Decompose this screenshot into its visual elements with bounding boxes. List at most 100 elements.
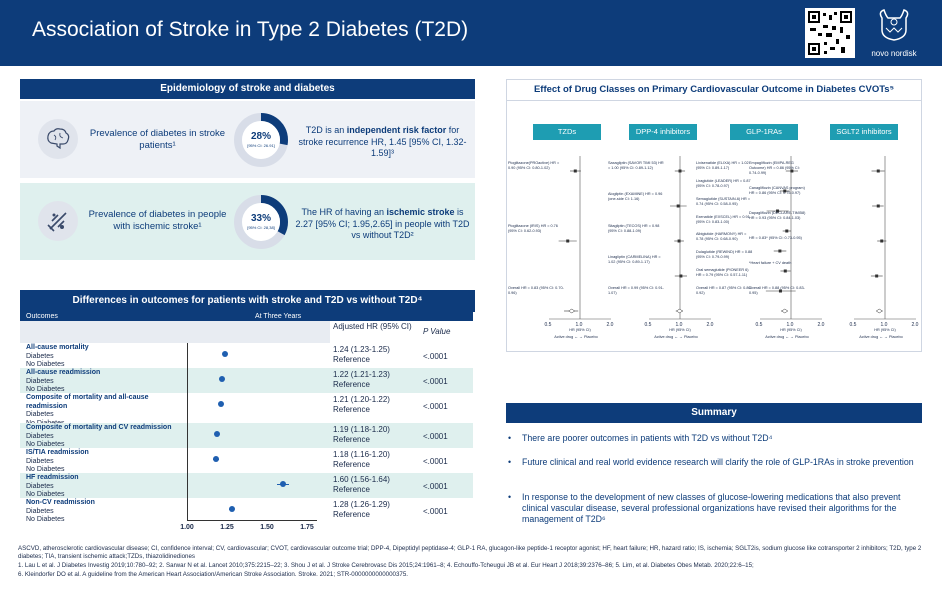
epi-label-1: Prevalence of diabetes in stroke patient… [89, 128, 226, 151]
cvot-study-label: Sitagliptin (TECOS) HR = 0.98 (95% CI: 0… [608, 223, 660, 233]
tab-sglt2[interactable]: SGLT2 inhibitors [830, 124, 898, 140]
cvot-axis-label: HR (95% CI) [874, 328, 896, 332]
cvot-study-label: HR = 0.83* (95% CI: 0.73-0.95) [749, 236, 802, 240]
row-label: Non-CV readmission Diabetes No Diabetes [26, 499, 95, 523]
cvot-overall-diamond [875, 308, 883, 314]
cvot-point [776, 209, 780, 213]
cvot-tick-label: 0.5 [755, 322, 763, 328]
cvot-point [778, 289, 782, 293]
col-adjusted-hr: Adjusted HR (95% CI) [333, 322, 412, 331]
cvot-point [876, 204, 880, 208]
col-outcomes: Outcomes [26, 313, 58, 320]
table-header-bar [20, 312, 473, 321]
cvot-point [676, 204, 680, 208]
cvot-study-label: Alogliptin (EXAMINE) HR = 0.96 (one-side… [608, 192, 663, 202]
hr-point [214, 431, 221, 437]
microbe-icon [38, 201, 78, 241]
cvot-tick-label: 1.0 [675, 322, 683, 328]
cvot-study-label: Overall HR = 0.99 (95% CI: 0.91-1.07) [608, 286, 664, 295]
cvot-tick-label: 2.0 [706, 322, 714, 328]
table-row: Non-CV readmission Diabetes No Diabetes 1.2… [20, 498, 473, 523]
row-p: <.0001 [423, 507, 448, 516]
cvot-panel-title: Effect of Drug Classes on Primary Cardio… [506, 79, 922, 101]
cvot-point [783, 269, 787, 273]
cvot-panel [506, 100, 922, 352]
tab-dpp4[interactable]: DPP-4 inhibitors [629, 124, 697, 140]
cvot-tick-label: 2.0 [606, 322, 614, 328]
row-p: <.0001 [423, 352, 448, 361]
cvot-point [573, 169, 577, 173]
cvot-study-label: Linagliptin (CARMELINA) HR = 1.02 (95% C… [608, 254, 661, 264]
donut-chart-28 [234, 113, 288, 167]
cvot-tick-label: 2.0 [817, 322, 825, 328]
axis-tick-label: 1.00 [180, 524, 194, 531]
row-p: <.0001 [423, 377, 448, 386]
footer-abbreviations: ASCVD, atherosclerotic cardiovascular di… [18, 545, 922, 560]
table-row: IS/TIA readmission Diabetes No Diabetes 1.1… [20, 448, 473, 473]
cvot-point [875, 274, 879, 278]
footer-refs-1: 1. Lau L et al. J Diabetes Investig 2019… [18, 562, 754, 569]
page-title: Association of Stroke in Type 2 Diabetes… [32, 18, 469, 41]
row-label: HF readmission Diabetes No Diabetes [26, 474, 79, 498]
donut-value-1: 28% [250, 131, 271, 142]
brain-icon [38, 119, 78, 159]
forest-x-axis [187, 520, 317, 521]
col-p-value: P Value [423, 327, 451, 336]
cvot-study-label: Semaglutide (SUSTAIN-6) HR = 0.74 (95% C… [696, 196, 751, 206]
donut-ci-2: [95% CI: 28,38] [247, 225, 275, 230]
forest-ref-line [187, 343, 188, 520]
row-hr: 1.24 (1.23-1.25) Reference [333, 345, 390, 364]
hr-point [222, 351, 229, 357]
tab-tzds[interactable]: TZDs [533, 124, 601, 140]
cvot-point [677, 239, 681, 243]
row-label: Composite of mortality and CV readmissio… [26, 424, 172, 448]
hr-point [219, 376, 226, 382]
cvot-point [876, 169, 880, 173]
row-hr: 1.60 (1.56-1.64) Reference [333, 475, 390, 494]
cvot-legend: Active drug ← → Placebo [654, 335, 698, 339]
epi-row-1: Prevalence of diabetes in stroke patient… [20, 101, 475, 178]
tab-glp1ras[interactable]: GLP-1RAs [730, 124, 798, 140]
cvot-study-label: Exenatide (EXSCEL) HR = 0.91 (95% CI: 0.… [696, 214, 750, 224]
cvot-study-label: Albiglutide (HARMONY) HR = 0.78 (95% CI:… [696, 232, 747, 242]
epi-label-2: Prevalence of diabetes in people with is… [88, 209, 227, 232]
table-row: All-cause mortality Diabetes No Diabetes 1.… [20, 343, 473, 368]
cvot-point [678, 169, 682, 173]
brand-name: novo nordisk [871, 49, 917, 58]
cvot-tick-label: 0.5 [849, 322, 857, 328]
col-three-years: At Three Years [255, 313, 302, 320]
epi-note-2: The HR of having an ischemic stroke is 2… [295, 207, 470, 240]
hr-point [280, 481, 286, 487]
axis-tick-label: 1.75 [300, 524, 314, 531]
cvot-tick-label: 0.5 [644, 322, 652, 328]
cvot-study-label: *Heart failure + CV death [749, 261, 792, 265]
cvot-tick-label: 2.0 [911, 322, 919, 328]
cvot-axis-label: HR (95% CI) [569, 328, 591, 332]
cvot-tick-label: 0.5 [544, 322, 552, 328]
cvot-overall-diamond [568, 308, 576, 314]
row-label: All-cause readmission Diabetes No Diabetes [26, 369, 101, 393]
cvot-point [880, 239, 884, 243]
row-hr: 1.19 (1.18-1.20) Reference [333, 425, 390, 444]
novo-nordisk-logo: novo nordisk [862, 8, 926, 58]
footer-refs-2: 6. Kleindorfer DO et al. A guideline fro… [18, 571, 409, 578]
outcomes-panel-title: Differences in outcomes for patients wit… [20, 290, 475, 312]
row-hr: 1.22 (1.21-1.23) Reference [333, 370, 390, 389]
epi-panel-title: Epidemiology of stroke and diabetes [20, 79, 475, 99]
cvot-study-label: Lixisenatide (ELIXA) HR = 1.02 (95% CI: … [696, 161, 749, 170]
qr-code-icon[interactable] [805, 8, 855, 58]
cvot-study-label: Overall HR = 0.87 (95% CI: 0.80-0.92) [696, 286, 752, 295]
row-p: <.0001 [423, 482, 448, 491]
table-subheader [20, 321, 330, 343]
cvot-study-label: Dulaglutide (REWIND) HR = 0.88 (95% CI: … [696, 250, 753, 260]
cvot-point [566, 239, 570, 243]
cvot-point [679, 274, 683, 278]
cvot-tick-label: 1.0 [786, 322, 794, 328]
cvot-overall-diamond [676, 308, 684, 314]
row-p: <.0001 [423, 457, 448, 466]
cvot-study-label: Pioglitazone(PROactive) HR = 0.90 (95% C… [508, 161, 560, 170]
cvot-study-label: Liraglutide (LEADER) HR = 0.87 (95% CI: … [696, 178, 751, 188]
cvot-study-label: Overall HR = 0.83 (95% CI: 0.70-0.96) [508, 286, 564, 295]
table-row: Composite of mortality and CV readmissio… [20, 423, 473, 448]
cvot-point [785, 229, 789, 233]
